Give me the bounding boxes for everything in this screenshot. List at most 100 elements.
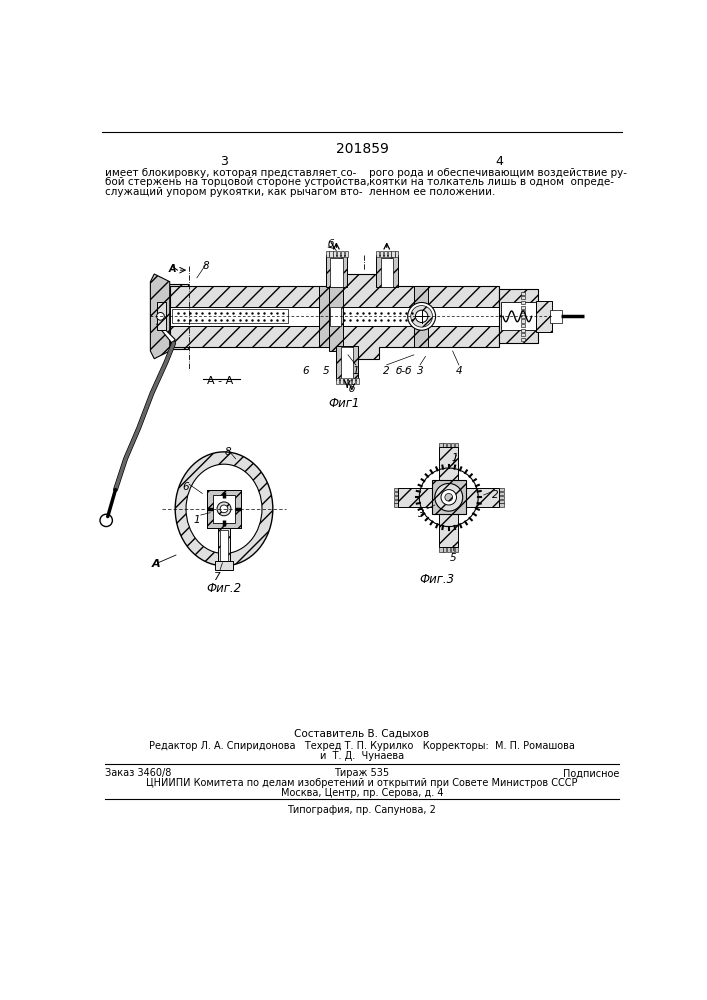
Text: 3: 3: [416, 366, 423, 376]
Text: Подписное: Подписное: [563, 768, 619, 778]
Bar: [218, 528, 230, 563]
Circle shape: [441, 490, 457, 505]
Bar: [521, 301, 525, 304]
Bar: [394, 492, 398, 495]
Bar: [330, 307, 341, 326]
Text: 6: 6: [302, 366, 309, 376]
Bar: [380, 251, 383, 257]
Text: ленном ее положении.: ленном ее положении.: [369, 187, 496, 197]
Text: А - А: А - А: [207, 376, 233, 386]
Text: Редактор Л. А. Спиридонова   Техред Т. П. Курилко   Корректоры:  М. П. Ромашова: Редактор Л. А. Спиридонова Техред Т. П. …: [149, 741, 575, 751]
Text: A: A: [169, 264, 177, 274]
Text: 7: 7: [213, 572, 220, 582]
Text: 3: 3: [220, 155, 228, 168]
Bar: [341, 251, 344, 257]
Bar: [392, 251, 395, 257]
Bar: [499, 500, 504, 503]
Text: 1: 1: [194, 515, 200, 525]
Bar: [499, 492, 504, 495]
Bar: [521, 306, 525, 309]
Text: 201859: 201859: [336, 142, 388, 156]
Bar: [394, 500, 398, 503]
Text: 4: 4: [455, 366, 462, 376]
Polygon shape: [151, 274, 170, 359]
Ellipse shape: [175, 452, 273, 566]
Text: Заказ 3460/8: Заказ 3460/8: [105, 768, 172, 778]
Text: 8: 8: [225, 447, 231, 457]
Bar: [455, 547, 458, 552]
Bar: [501, 302, 537, 330]
Bar: [329, 282, 343, 351]
Text: б: б: [349, 384, 355, 394]
Bar: [380, 258, 393, 287]
Bar: [320, 286, 330, 347]
Circle shape: [435, 483, 462, 511]
Bar: [344, 378, 347, 384]
Bar: [337, 378, 339, 384]
Text: 1: 1: [452, 453, 458, 463]
Bar: [537, 301, 552, 332]
Polygon shape: [166, 284, 187, 349]
Bar: [356, 378, 359, 384]
Bar: [521, 310, 525, 313]
Bar: [333, 251, 337, 257]
Circle shape: [416, 310, 428, 323]
Bar: [345, 251, 348, 257]
Bar: [341, 347, 354, 379]
Bar: [440, 443, 443, 447]
Text: 1: 1: [352, 366, 359, 376]
Text: коятки на толкатель лишь в одном  опреде-: коятки на толкатель лишь в одном опреде-: [369, 177, 614, 187]
Text: 8: 8: [203, 261, 209, 271]
Text: 6: 6: [182, 482, 189, 492]
Bar: [398, 488, 433, 507]
Bar: [499, 289, 538, 343]
Bar: [207, 490, 241, 528]
Text: ЦНИИПИ Комитета по делам изобретений и открытий при Совете Министров СССР: ЦНИИПИ Комитета по делам изобретений и о…: [146, 778, 578, 788]
Bar: [170, 307, 499, 326]
Polygon shape: [156, 324, 175, 343]
Text: Фиг1: Фиг1: [329, 397, 360, 410]
Bar: [325, 251, 329, 257]
Polygon shape: [166, 301, 178, 332]
Bar: [329, 251, 332, 257]
Bar: [213, 495, 235, 523]
Bar: [499, 496, 504, 499]
Text: Фиг.3: Фиг.3: [419, 573, 455, 586]
Bar: [352, 378, 355, 384]
Circle shape: [408, 302, 436, 330]
Bar: [443, 547, 446, 552]
Text: рого рода и обеспечивающим воздействие ру-: рого рода и обеспечивающим воздействие р…: [369, 168, 627, 178]
Text: бой стержень на торцовой стороне устройства,: бой стержень на торцовой стороне устройс…: [105, 177, 370, 187]
Polygon shape: [170, 274, 499, 359]
Circle shape: [100, 514, 112, 527]
Bar: [448, 443, 450, 447]
Bar: [499, 503, 504, 507]
Ellipse shape: [186, 464, 262, 554]
Circle shape: [217, 502, 231, 516]
Bar: [521, 296, 525, 299]
Polygon shape: [156, 302, 166, 330]
Bar: [325, 255, 347, 287]
Text: и  Т. Д.  Чунаева: и Т. Д. Чунаева: [320, 751, 404, 761]
Bar: [440, 513, 458, 547]
Text: Москва, Центр, пр. Серова, д. 4: Москва, Центр, пр. Серова, д. 4: [281, 788, 443, 798]
Bar: [521, 329, 525, 332]
Bar: [220, 530, 228, 561]
Bar: [521, 315, 525, 318]
Text: 2: 2: [492, 490, 498, 500]
Bar: [451, 547, 454, 552]
Bar: [387, 251, 391, 257]
Text: б-б: б-б: [395, 366, 412, 376]
Bar: [330, 258, 343, 287]
Bar: [440, 547, 443, 552]
Bar: [455, 443, 458, 447]
Bar: [499, 488, 504, 491]
Bar: [414, 286, 428, 347]
Text: Фиг.2: Фиг.2: [206, 582, 242, 595]
Circle shape: [220, 505, 228, 513]
Bar: [394, 496, 398, 499]
Bar: [376, 255, 397, 287]
Bar: [521, 292, 525, 295]
Bar: [440, 447, 458, 482]
Bar: [521, 324, 525, 327]
